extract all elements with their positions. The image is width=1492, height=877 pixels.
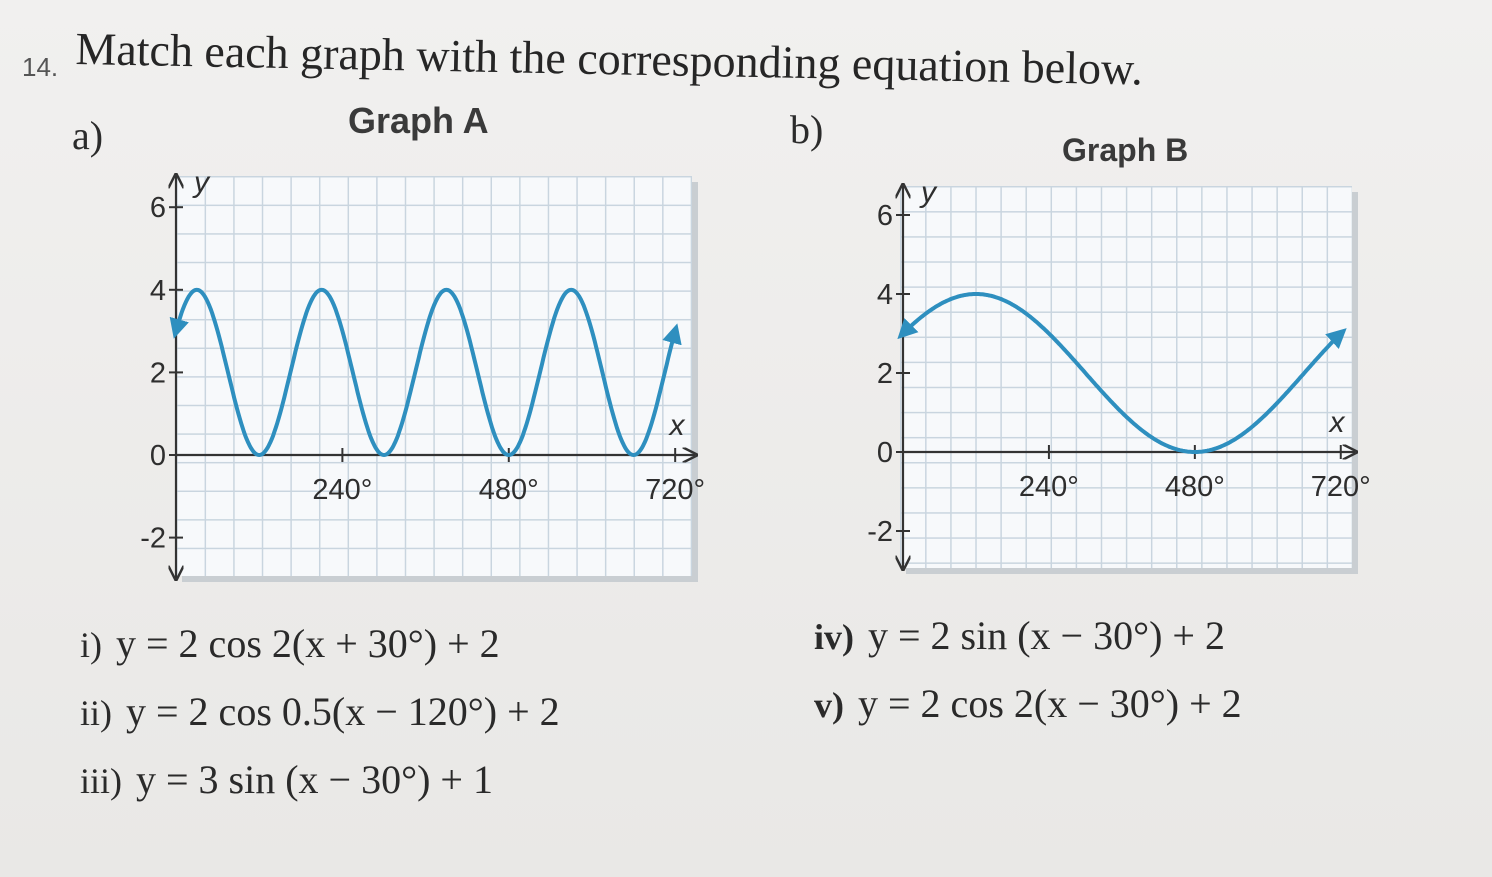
graph-b-y-tick-label: 4 bbox=[877, 279, 893, 311]
graph-a-y-label: y bbox=[192, 166, 211, 199]
equation-i-text: y = 2 cos 2(x + 30°) + 2 bbox=[116, 621, 500, 666]
graph-a-y-tick-label: 6 bbox=[150, 192, 166, 224]
graph-a-grid bbox=[176, 176, 692, 576]
equation-i[interactable]: i) y = 2 cos 2(x + 30°) + 2 bbox=[80, 620, 500, 667]
graph-a-y-tick-label: -2 bbox=[140, 523, 166, 555]
equation-iv-label: iv) bbox=[814, 617, 854, 657]
equation-iv-text: y = 2 sin (x − 30°) + 2 bbox=[868, 613, 1225, 658]
equation-v[interactable]: v) y = 2 cos 2(x − 30°) + 2 bbox=[814, 680, 1242, 727]
graph-b-y-tick-label: -2 bbox=[867, 516, 893, 548]
graph-a-x-tick-label: 480° bbox=[479, 474, 539, 506]
part-a-label: a) bbox=[72, 113, 104, 158]
graph-b-y-tick-label: 0 bbox=[877, 437, 893, 469]
graph-a-x-tick-label: 720° bbox=[645, 474, 705, 506]
graph-b-x-tick-label: 720° bbox=[1311, 471, 1371, 503]
question-number: 14. bbox=[22, 52, 59, 82]
equation-iv[interactable]: iv) y = 2 sin (x − 30°) + 2 bbox=[814, 612, 1225, 659]
graph-b-grid bbox=[900, 186, 1352, 568]
graph-b-x-tick-label: 240° bbox=[1019, 471, 1079, 503]
equation-iii-text: y = 3 sin (x − 30°) + 1 bbox=[136, 757, 493, 802]
graph-b-x-label: x bbox=[1328, 406, 1346, 439]
equation-v-label: v) bbox=[814, 685, 844, 725]
graph-a-x-tick-label: 240° bbox=[312, 474, 372, 506]
equation-ii[interactable]: ii) y = 2 cos 0.5(x − 120°) + 2 bbox=[80, 688, 560, 735]
part-b-label: b) bbox=[790, 107, 824, 152]
graph-b-y-tick-label: 6 bbox=[877, 200, 893, 232]
graph-b-y-label: y bbox=[919, 176, 938, 209]
equation-ii-text: y = 2 cos 0.5(x − 120°) + 2 bbox=[126, 689, 560, 734]
graph-a-title: Graph A bbox=[348, 100, 489, 141]
graph-b-x-tick-label: 480° bbox=[1165, 471, 1225, 503]
equation-v-text: y = 2 cos 2(x − 30°) + 2 bbox=[858, 681, 1242, 726]
graph-b-curve-line bbox=[897, 292, 1347, 454]
graph-a-curve-line bbox=[169, 287, 682, 457]
equation-iii-label: iii) bbox=[80, 761, 122, 801]
graph-a-y-tick-label: 4 bbox=[150, 275, 166, 307]
equation-ii-label: ii) bbox=[80, 693, 112, 733]
graph-a-x-label: x bbox=[668, 409, 686, 442]
graph-b-title: Graph B bbox=[1062, 132, 1189, 168]
graph-a-y-tick-label: 0 bbox=[150, 440, 166, 472]
equation-i-label: i) bbox=[80, 625, 102, 665]
equation-iii[interactable]: iii) y = 3 sin (x − 30°) + 1 bbox=[80, 756, 493, 803]
graph-a-y-tick-label: 2 bbox=[150, 357, 166, 389]
graph-b-y-tick-label: 2 bbox=[877, 358, 893, 390]
